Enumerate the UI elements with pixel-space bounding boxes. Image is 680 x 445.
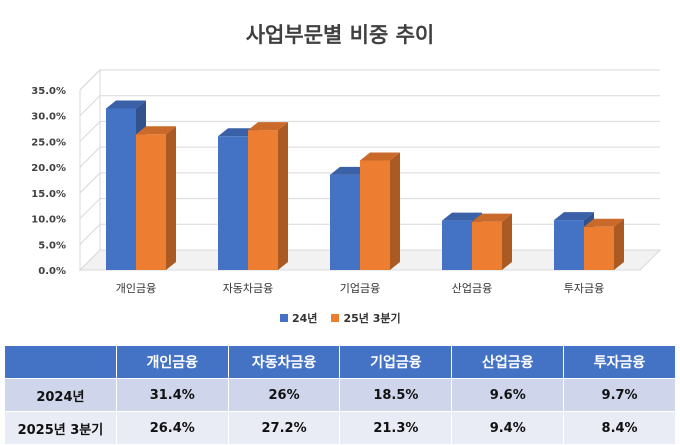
data-table: 개인금융 자동차금융 기업금융 산업금융 투자금융 2024년 31.4% 26… [4,345,676,445]
y-tick-label: 0.0% [38,266,66,277]
bar-top [248,122,288,131]
x-axis-labels: 개인금융 자동차금융 기업금융 산업금융 투자금융 [116,282,604,295]
table-header-cell: 기업금융 [339,345,453,379]
gridline-side [79,172,101,194]
table-header-cell: 투자금융 [563,345,676,379]
bar-top [442,212,482,221]
x-category-label: 산업금융 [452,282,492,295]
table-cell: 9.6% [451,378,565,412]
y-tick-label: 25.0% [31,137,66,148]
bar-side [614,218,624,270]
y-tick-label: 15.0% [31,189,66,200]
bar [442,220,472,270]
chart-title: 사업부문별 비중 추이 [246,23,435,47]
bar-top [584,218,624,227]
table-header-cell: 산업금융 [451,345,565,379]
x-category-label: 투자금융 [564,282,604,295]
gridline-side [79,198,101,219]
bars [106,100,624,270]
bar-top [360,152,400,161]
bar-top [136,126,176,135]
y-tick-label: 30.0% [31,112,66,123]
y-tick-label: 35.0% [31,86,66,97]
bar [472,221,502,270]
table-cell: 31.4% [115,378,229,412]
y-axis-ticks: 0.0% 5.0% 10.0% 15.0% 20.0% 25.0% 30.0% 35.0% [31,86,66,277]
side-wall [79,68,101,272]
table-row: 2024년 31.4% 26% 18.5% 9.6% 9.7% [4,378,676,412]
bar-side [390,152,400,270]
y-tick-label: 10.0% [31,215,66,226]
table-header-corner [4,345,117,379]
x-category-label: 기업금융 [340,282,380,295]
gridline-side [79,223,101,245]
bar-chart: 사업부문별 비중 추이 0.0% 5.0% 10.0% 15.0% 20.0% 25.0%… [31,23,662,295]
gridline-side [79,95,101,117]
bar [218,136,248,270]
table-header-cell: 개인금융 [115,345,229,379]
legend: 24년 25년 3분기 [280,310,401,326]
bar [554,220,584,270]
gridline-side [79,121,101,142]
table-cell: 9.4% [451,411,565,445]
bar [136,134,166,270]
bar [330,174,360,270]
bar-top [106,100,146,109]
y-tick-label: 20.0% [31,163,66,174]
table-cell: 8.4% [563,411,676,445]
x-category-label: 자동차금융 [223,282,274,295]
table-cell: 21.3% [339,411,453,445]
bar-side [278,122,288,270]
bar-side [166,126,176,270]
x-category-label: 개인금융 [116,282,156,295]
table-cell: 26.4% [115,411,229,445]
table-cell: 26% [227,378,341,412]
bar [106,108,136,270]
table-row-label: 2025년 3분기 [4,411,117,445]
legend-label-25q3: 25년 3분기 [343,312,401,325]
bar-top [472,213,512,222]
gridline-side [79,146,101,168]
bar [248,130,278,270]
legend-swatch-orange [331,314,340,322]
legend-item-24: 24년 [280,310,317,326]
table-row-label: 2024년 [4,378,117,412]
legend-item-25q3: 25년 3분기 [331,310,401,326]
bar-side [502,213,512,270]
bar [360,160,390,270]
table-row: 2025년 3분기 26.4% 27.2% 21.3% 9.4% 8.4% [4,411,676,445]
gridline-side [79,69,101,91]
table-cell: 9.7% [563,378,676,412]
table-header-row: 개인금융 자동차금융 기업금융 산업금융 투자금융 [4,345,676,379]
table-cell: 27.2% [227,411,341,445]
legend-swatch-blue [280,314,288,322]
bar [584,226,614,270]
legend-label-24: 24년 [292,312,318,325]
bar-top [554,212,594,221]
table-cell: 18.5% [339,378,453,412]
y-tick-label: 5.0% [38,240,66,251]
table-header-cell: 자동차금융 [227,345,341,379]
